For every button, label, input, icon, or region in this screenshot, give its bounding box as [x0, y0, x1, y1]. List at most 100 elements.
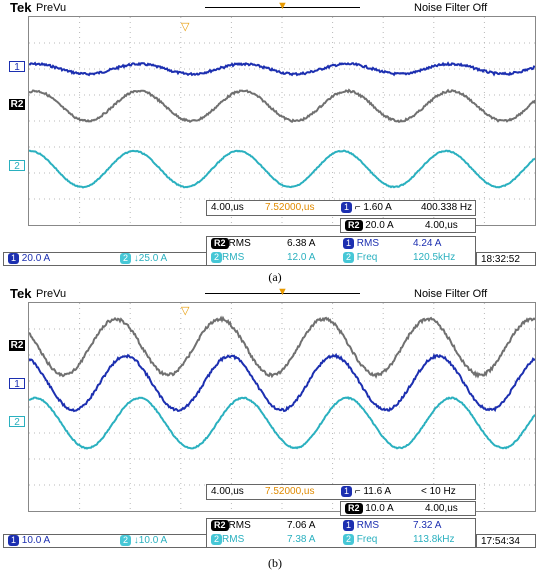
acquisition-mode: PreVu [36, 288, 67, 300]
ch1-badge: 1 [8, 253, 20, 264]
trigger-readout: 1 ⌐ 11.6 A [341, 486, 391, 497]
meas-label: RMS [228, 238, 251, 249]
meas-ch-badge: 2 [211, 534, 223, 545]
meas-label: Freq [356, 252, 378, 263]
measurement-panel: R2 RMS 6.38 A 1 RMS 4.24 A 2 RMS 12.0 A 2 … [206, 236, 476, 266]
trigger-channel-badge: 1 [341, 486, 353, 497]
timebase-value: 4.00,us [211, 202, 244, 213]
clock-readout: 17:54:34 [476, 534, 536, 548]
waveform-canvas [28, 17, 536, 225]
ref-badge: R2 [345, 220, 363, 231]
waveform-display[interactable] [28, 302, 536, 512]
scope-top-bar: Tek PreVu ▼ Noise Filter Off [0, 0, 550, 16]
channel-scale-bar: 1 10.0 A 2 ↓10.0 A [3, 534, 207, 548]
trigger-channel-badge: 1 [341, 202, 353, 213]
measurement-ch2-freq: 2 Freq [343, 534, 377, 545]
measurement-panel: R2 RMS 7.06 A 1 RMS 7.32 A 2 RMS 7.38 A 2 … [206, 518, 476, 548]
scope-panel-a: Tek PreVu ▼ Noise Filter Off ▽ 1 R2 2 4.… [0, 0, 550, 270]
channel-1-marker[interactable]: 1 [9, 378, 25, 390]
trace-channel-2 [28, 396, 536, 450]
meas-value: 7.38 A [287, 534, 316, 545]
measurement-ch2-rms: 2 RMS [211, 252, 244, 263]
ref-readout: R2 10.0 A 4.00,us [340, 501, 476, 516]
caption-a: (a) [268, 270, 282, 284]
acquisition-mode: PreVu [36, 2, 67, 14]
timebase-value: 4.00,us [211, 486, 244, 497]
measurement-r2-rms: R2 RMS [211, 520, 251, 531]
trace-channel-1 [28, 352, 536, 413]
meas-ch-badge: 2 [343, 534, 355, 545]
clock-readout: 18:32:52 [476, 252, 536, 266]
measurement-ch2-rms: 2 RMS [211, 534, 244, 545]
ch2-badge: 2 [120, 253, 132, 264]
measurement-r2-rms: R2 RMS [211, 238, 251, 249]
channel-2-marker[interactable]: 2 [9, 160, 25, 172]
noise-filter-status: Noise Filter Off [414, 288, 488, 300]
frequency-counter: < 10 Hz [421, 486, 456, 497]
ch2-scale-readout[interactable]: 2 ↓25.0 A [120, 253, 167, 264]
ref-scale-value: 20.0 A [365, 220, 394, 231]
meas-ch-badge: 1 [343, 238, 355, 249]
trigger-marker-icon: ▽ [181, 21, 190, 33]
ref-readout: R2 20.0 A 4.00,us [340, 218, 476, 233]
trigger-position-icon: ▼ [277, 286, 288, 298]
ref-scale-value: 10.0 A [365, 503, 394, 514]
meas-ch-badge: 2 [211, 252, 223, 263]
frequency-counter: 400.338 Hz [421, 202, 473, 213]
measurement-ch1-rms: 1 RMS [343, 238, 379, 249]
ch2-scale-value: ↓10.0 A [133, 535, 168, 546]
meas-ch-badge: 1 [343, 520, 355, 531]
timebase-readout: 4.00,us 7.52000,us 1 ⌐ 1.60 A 400.338 Hz [206, 200, 476, 216]
measurement-ch1-rms: 1 RMS [343, 520, 379, 531]
caption-b: (b) [268, 556, 282, 570]
channel-1-marker[interactable]: 1 [9, 61, 25, 73]
ch1-scale-value: 20.0 A [21, 253, 51, 264]
delay-value: 7.52000,us [265, 486, 315, 497]
timebase-readout: 4.00,us 7.52000,us 1 ⌐ 11.6 A < 10 Hz [206, 484, 476, 500]
meas-label: RMS [222, 534, 245, 545]
brand-label: Tek [10, 0, 32, 15]
meas-value: 120.5kHz [413, 252, 456, 263]
meas-value: 7.06 A [287, 520, 316, 531]
trigger-level-value: 1.60 A [363, 202, 392, 213]
meas-value: 7.32 A [413, 520, 442, 531]
ref-2-marker[interactable]: R2 [9, 340, 25, 351]
scope-panel-b: Tek PreVu ▼ Noise Filter Off ▽ R2 1 2 4.… [0, 286, 550, 556]
trigger-position-icon: ▼ [277, 0, 288, 12]
meas-label: Freq [356, 534, 378, 545]
trigger-level-value: 11.6 A [363, 486, 392, 497]
ref-readout-row: R2 10.0 A [345, 503, 394, 514]
ch1-scale-readout[interactable]: 1 20.0 A [8, 253, 50, 264]
brand-label: Tek [10, 286, 32, 301]
meas-ch-badge: R2 [211, 520, 229, 531]
delay-value: 7.52000,us [265, 202, 315, 213]
ch2-badge: 2 [120, 535, 132, 546]
meas-ch-badge: R2 [211, 238, 229, 249]
ch2-scale-value: ↓25.0 A [133, 253, 168, 264]
measurement-ch2-freq: 2 Freq [343, 252, 377, 263]
ref-time-value: 4.00,us [425, 503, 458, 514]
meas-value: 12.0 A [287, 252, 316, 263]
record-bar [205, 7, 360, 8]
ch1-scale-readout[interactable]: 1 10.0 A [8, 535, 50, 546]
ch2-scale-readout[interactable]: 2 ↓10.0 A [120, 535, 167, 546]
ref-2-marker[interactable]: R2 [9, 99, 25, 110]
scope-top-bar: Tek PreVu ▼ Noise Filter Off [0, 286, 550, 302]
meas-ch-badge: 2 [343, 252, 355, 263]
meas-value: 4.24 A [413, 238, 442, 249]
trigger-marker-icon: ▽ [181, 305, 190, 317]
ch1-badge: 1 [8, 535, 20, 546]
meas-label: RMS [356, 520, 380, 531]
record-bar [205, 293, 360, 294]
channel-2-marker[interactable]: 2 [9, 416, 25, 428]
ch1-scale-value: 10.0 A [21, 535, 51, 546]
channel-scale-bar: 1 20.0 A 2 ↓25.0 A [3, 252, 207, 266]
meas-label: RMS [228, 520, 251, 531]
meas-label: RMS [356, 238, 380, 249]
meas-value: 113.8kHz [413, 534, 455, 545]
meas-value: 6.38 A [287, 238, 316, 249]
waveform-canvas [28, 303, 536, 511]
waveform-display[interactable] [28, 16, 536, 226]
trace-reference-r2 [28, 88, 536, 123]
trigger-readout: 1 ⌐ 1.60 A [341, 202, 392, 213]
